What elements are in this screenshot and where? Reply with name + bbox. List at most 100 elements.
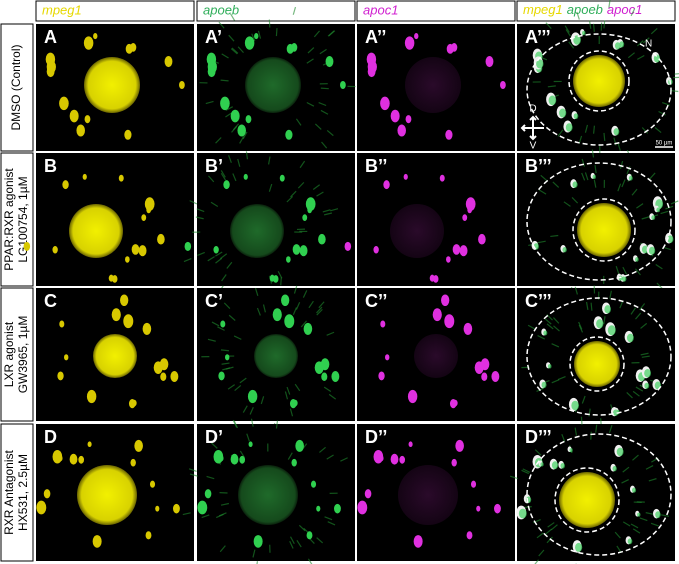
tissue-streak <box>215 251 223 257</box>
tissue-streak <box>578 321 583 330</box>
tissue-streak <box>603 20 606 29</box>
tissue-streak <box>316 308 323 316</box>
tissue-streak <box>233 335 242 340</box>
cell <box>145 531 152 540</box>
tissue-streak <box>634 268 641 276</box>
panel-letter: C’ <box>205 291 223 311</box>
tissue-streak <box>603 132 606 141</box>
tissue-streak <box>609 290 612 299</box>
tissue-streak <box>538 189 547 195</box>
cell <box>295 439 304 452</box>
eye-outline <box>526 433 672 556</box>
tissue-streak <box>231 125 238 133</box>
cell <box>405 115 412 124</box>
tissue-streak <box>581 172 586 181</box>
tissue-streak <box>280 277 282 286</box>
cell <box>444 314 455 329</box>
cell <box>279 174 285 182</box>
tissue-streak <box>254 287 259 296</box>
cell <box>197 500 208 515</box>
panel-letter: D <box>44 427 57 447</box>
cell <box>170 370 179 383</box>
tissue-streak <box>320 109 329 115</box>
cell <box>220 96 230 111</box>
cell <box>414 33 419 40</box>
cell <box>247 389 258 404</box>
panel-letter: C <box>44 291 57 311</box>
tissue-streak <box>316 306 323 314</box>
cell <box>476 505 481 512</box>
tissue-streak <box>662 246 671 251</box>
cell-halo <box>627 538 633 545</box>
tissue-streak <box>323 386 332 393</box>
lens-outline <box>572 198 636 262</box>
panel-letter: A <box>44 27 57 47</box>
cell <box>92 535 102 548</box>
tissue-streak <box>621 479 629 484</box>
cell <box>204 489 212 499</box>
cell-halo <box>644 368 651 378</box>
tissue-streak <box>619 160 624 169</box>
cell <box>292 244 301 255</box>
cell <box>243 173 248 180</box>
tissue-streak <box>544 318 552 325</box>
cell-halo <box>656 207 661 213</box>
lens-outline <box>569 336 625 392</box>
cell <box>64 354 69 361</box>
tissue-streak <box>219 545 226 553</box>
cell <box>299 245 308 257</box>
header-box <box>356 0 516 22</box>
tissue-streak <box>340 457 348 462</box>
cell <box>84 115 91 124</box>
tissue-streak <box>580 416 583 425</box>
panel: D’ <box>182 418 355 564</box>
tissue-streak <box>630 8 636 17</box>
tissue-streak <box>650 27 658 35</box>
row-label-box <box>0 423 34 562</box>
tissue-streak <box>552 181 560 188</box>
cell-halo <box>565 123 573 132</box>
cell <box>344 241 352 251</box>
cell <box>184 241 192 251</box>
tissue-streak <box>232 419 238 428</box>
tissue-streak <box>546 323 554 330</box>
panel-letter: A’’ <box>365 27 386 47</box>
cell <box>291 458 297 467</box>
panel: D’’ <box>357 424 515 561</box>
tissue-streak <box>220 253 228 260</box>
cell <box>245 115 252 124</box>
tissue-streak <box>292 307 298 316</box>
cell-halo <box>560 462 565 469</box>
tissue-streak <box>284 391 289 400</box>
cell <box>318 233 326 245</box>
tissue-streak <box>642 37 650 44</box>
row-label: PPAR:RXR agonistLG100754, 1µM <box>2 168 30 271</box>
cell-halo <box>575 542 583 552</box>
cell <box>76 124 85 137</box>
row-label-box <box>0 152 34 287</box>
tissue-streak <box>636 203 644 209</box>
cell-halo <box>518 508 527 519</box>
tissue-streak <box>195 216 204 220</box>
tissue-streak <box>557 129 564 137</box>
cell <box>218 371 225 381</box>
cell-halo <box>648 246 656 255</box>
tissue-streak <box>227 384 235 390</box>
cell <box>494 503 501 514</box>
lens <box>93 334 137 378</box>
cell <box>131 244 140 255</box>
tissue-streak <box>268 183 273 192</box>
cell <box>46 60 56 74</box>
tissue-streak <box>584 172 589 181</box>
cell <box>432 308 442 322</box>
tissue-streak <box>312 184 321 190</box>
tissue-streak <box>561 433 566 442</box>
tissue-streak <box>297 181 305 189</box>
cell-halo <box>562 247 567 253</box>
tissue-streak <box>328 30 336 37</box>
cell <box>378 371 385 381</box>
row-label: RXR AntagonistHX531, 2.5µM <box>2 449 30 534</box>
cell-halo <box>547 364 552 369</box>
cell <box>364 489 372 499</box>
cell-halo <box>614 42 621 50</box>
